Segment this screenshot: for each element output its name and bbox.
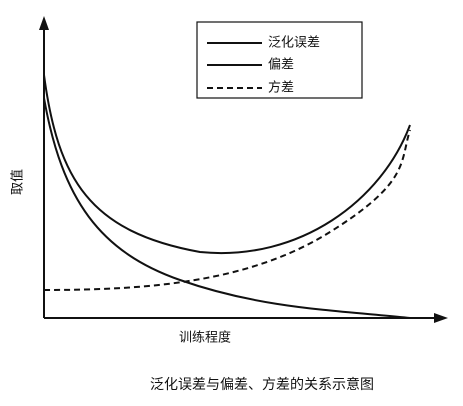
legend-box [196,21,363,99]
y-axis-arrow [39,16,49,30]
caption: 泛化误差与偏差、方差的关系示意图 [150,376,374,393]
x-axis-arrow [434,313,448,323]
legend-label: 偏差 [268,58,294,73]
generalization-error-curve [43,74,411,255]
variance-curve [43,129,411,291]
bias-curve [43,97,411,319]
legend-label: 泛化误差 [268,36,320,51]
x-axis-label: 训练程度 [179,330,231,346]
y-axis-label: 取值 [10,169,26,195]
legend-label: 方差 [268,80,294,96]
